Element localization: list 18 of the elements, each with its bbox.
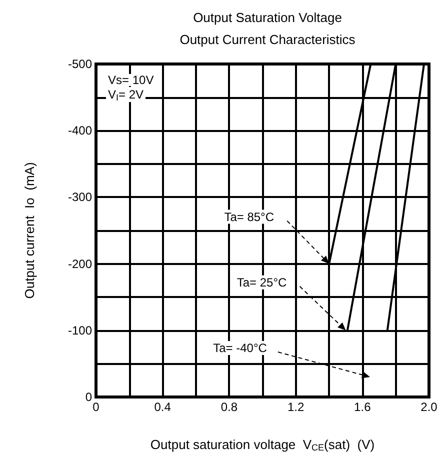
chart-subtitle: Output Current Characteristics (180, 32, 356, 47)
y-tick-label: 0 (85, 390, 92, 404)
x-tick-label: 0.8 (220, 400, 238, 414)
chart-title: Output Saturation Voltage (193, 10, 342, 25)
y-tick-label: -400 (68, 124, 92, 138)
annotation: Ta= -40°C (213, 341, 268, 355)
x-tick-label: 2.0 (420, 400, 438, 414)
x-tick-label: 0.4 (154, 400, 172, 414)
x-tick-label: 1.2 (287, 400, 304, 414)
annotation: Vs= 10V (108, 73, 154, 87)
x-tick-label: 1.6 (354, 400, 372, 414)
annotation: Ta= 25°C (236, 275, 287, 290)
y-tick-label: -100 (68, 323, 92, 338)
y-tick-label: -300 (68, 190, 92, 204)
y-axis-title: Output current Io (mA) (22, 162, 37, 299)
y-tick-label: -200 (68, 256, 92, 271)
y-tick-label: -500 (68, 57, 92, 71)
annotation: Ta= 85°C (224, 210, 274, 224)
